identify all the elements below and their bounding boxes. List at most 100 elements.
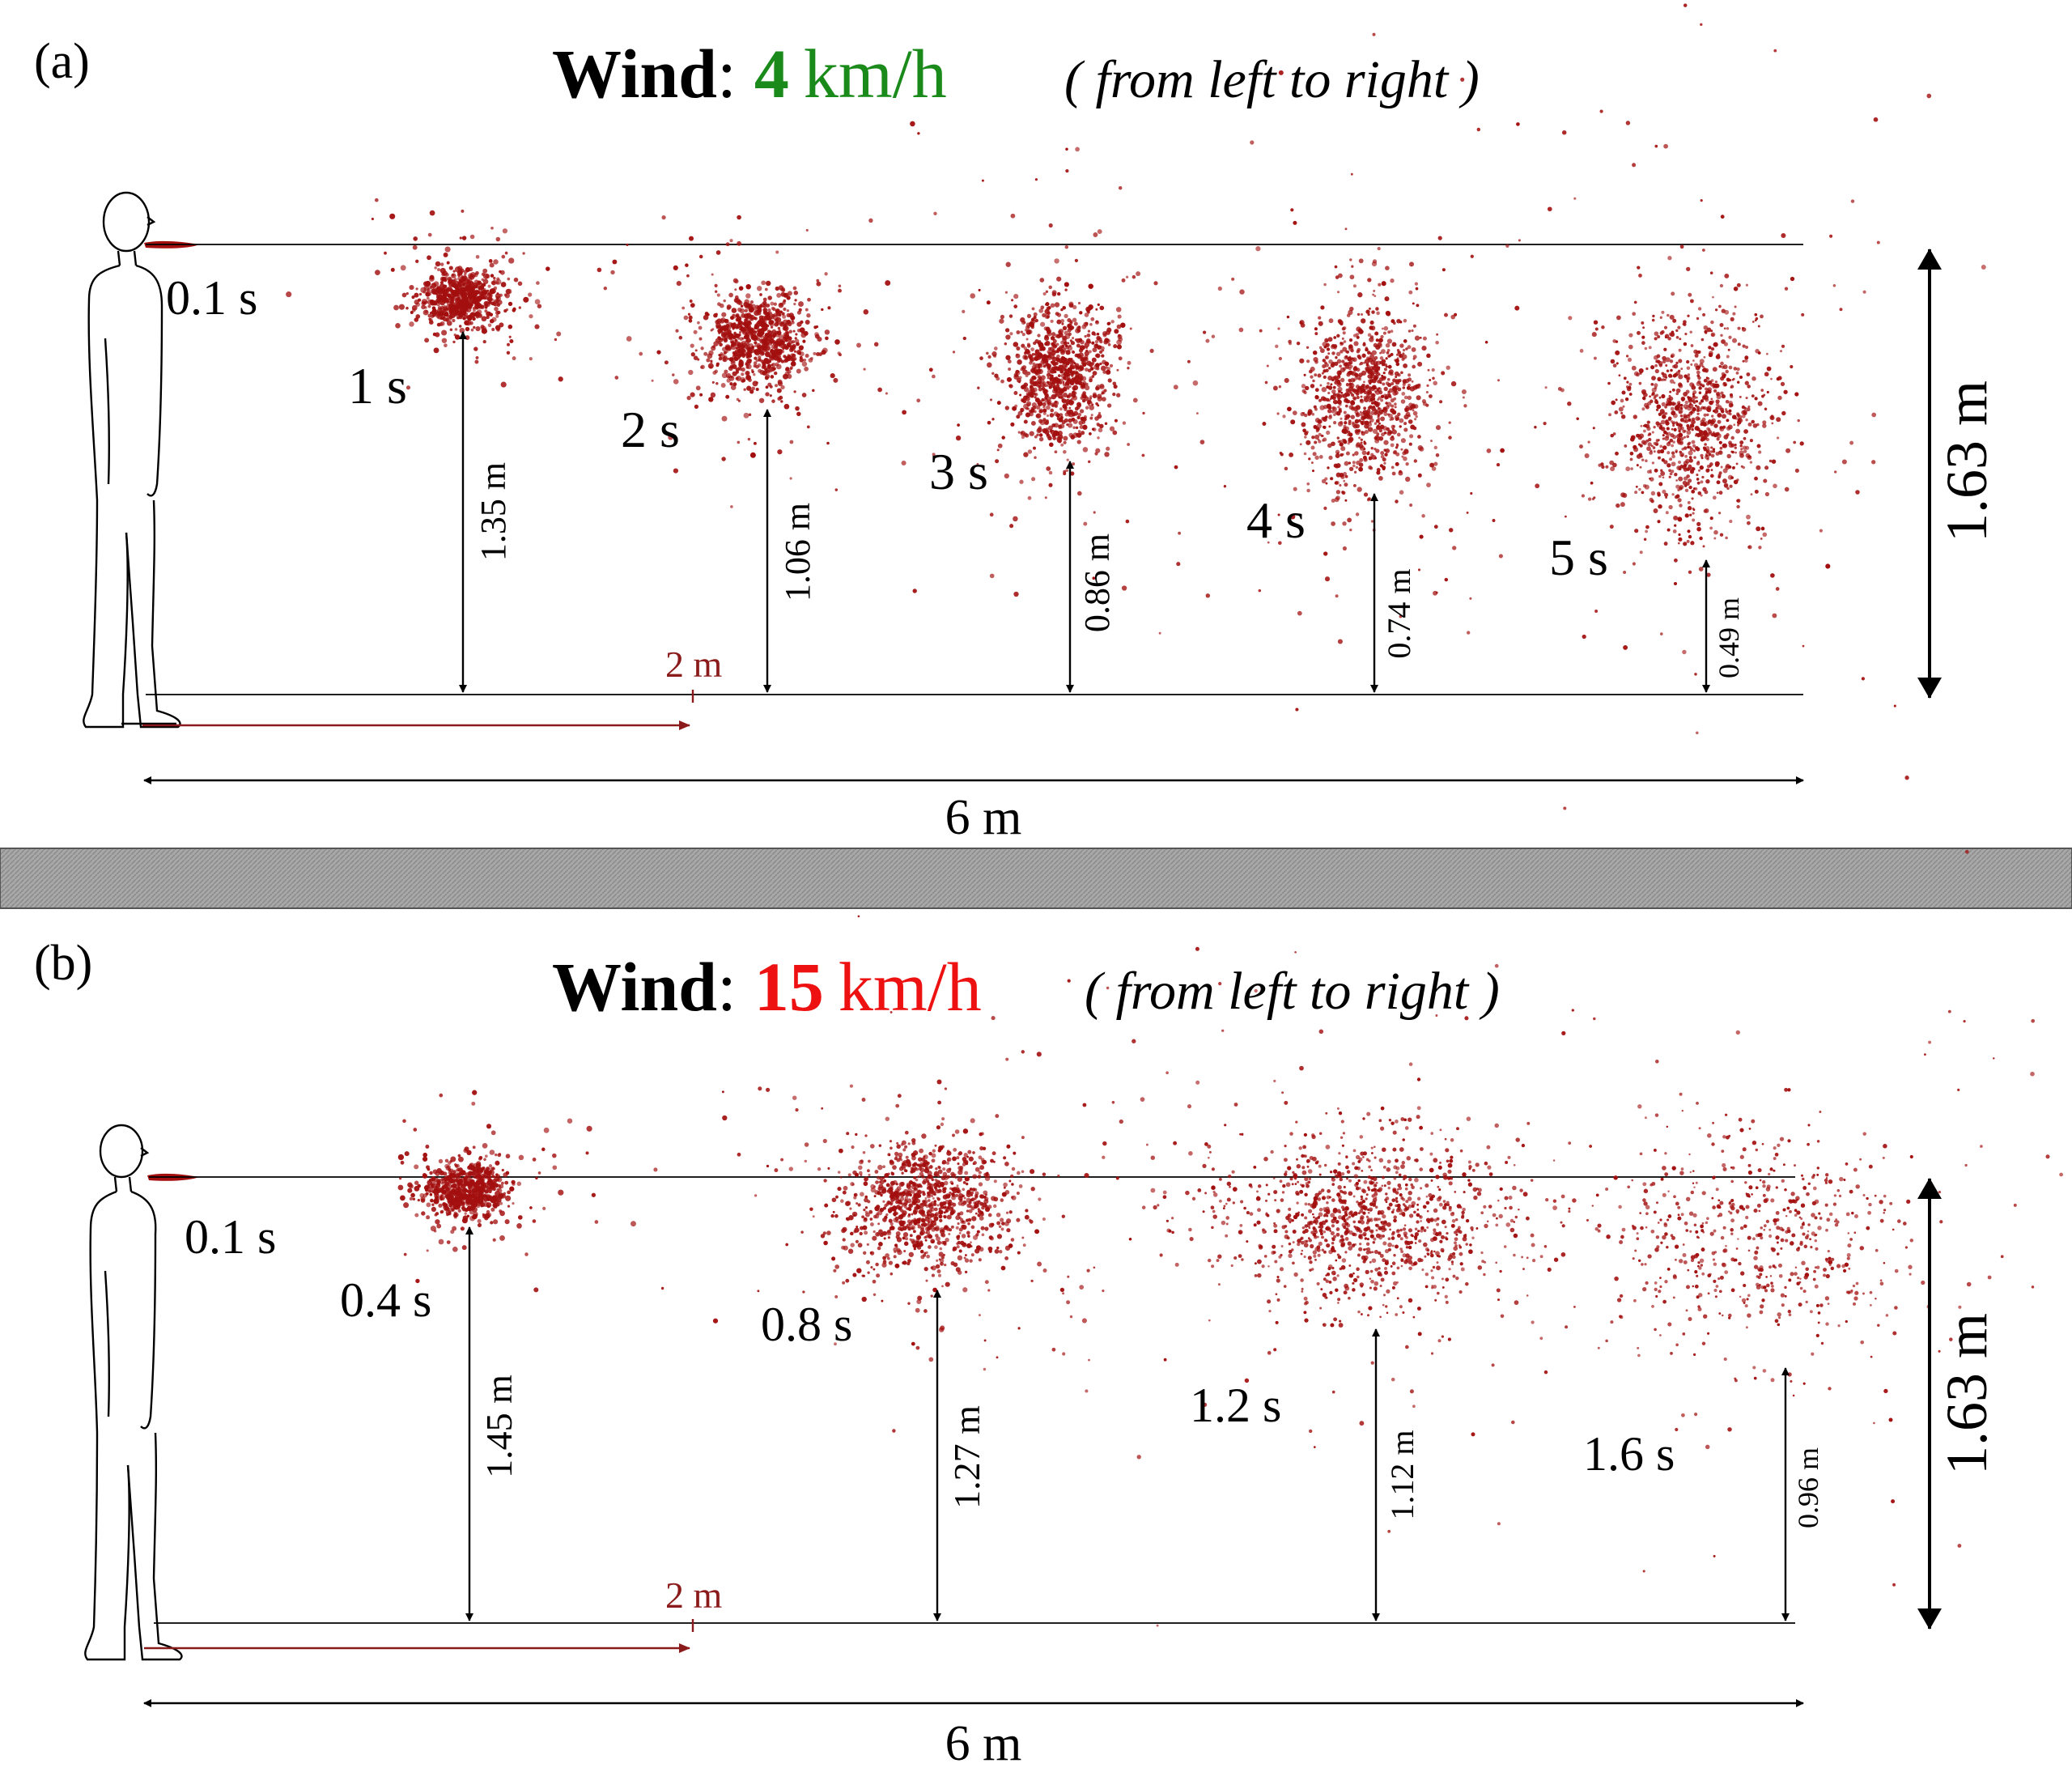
droplet bbox=[626, 336, 632, 342]
droplet bbox=[863, 368, 866, 371]
droplet bbox=[1340, 377, 1345, 383]
droplet bbox=[1344, 499, 1348, 502]
droplet bbox=[1615, 398, 1618, 402]
droplet bbox=[1088, 283, 1093, 289]
droplet bbox=[426, 281, 430, 285]
droplet bbox=[499, 270, 502, 274]
droplet bbox=[1106, 367, 1110, 371]
droplet bbox=[1710, 379, 1714, 382]
droplet bbox=[1557, 386, 1562, 391]
droplet bbox=[1678, 359, 1683, 363]
droplet bbox=[1664, 336, 1667, 339]
droplet bbox=[751, 370, 754, 374]
droplet bbox=[1584, 453, 1590, 459]
droplet bbox=[1692, 507, 1695, 510]
droplet bbox=[1665, 496, 1668, 499]
height-label: 0.86 m bbox=[1077, 533, 1117, 632]
droplet bbox=[1654, 331, 1659, 336]
droplet bbox=[1672, 424, 1675, 427]
droplet bbox=[688, 369, 694, 376]
droplet bbox=[1387, 330, 1391, 334]
droplet bbox=[1081, 416, 1087, 422]
droplet bbox=[1873, 117, 1879, 122]
droplet bbox=[1114, 419, 1118, 423]
droplet bbox=[1084, 385, 1090, 391]
droplet bbox=[1350, 172, 1353, 176]
droplet bbox=[761, 351, 765, 355]
droplet bbox=[751, 345, 755, 349]
droplet bbox=[1121, 278, 1126, 283]
droplet bbox=[1861, 677, 1866, 681]
droplet bbox=[993, 346, 998, 351]
droplet bbox=[1734, 451, 1737, 454]
droplet bbox=[1671, 388, 1675, 392]
droplet bbox=[1073, 321, 1078, 326]
droplet bbox=[506, 351, 511, 355]
droplet bbox=[1038, 385, 1042, 389]
droplet bbox=[1312, 379, 1315, 383]
droplet bbox=[753, 441, 757, 445]
droplet bbox=[1722, 468, 1728, 474]
droplet bbox=[745, 374, 752, 380]
droplet bbox=[493, 259, 499, 265]
droplet bbox=[1324, 361, 1327, 365]
droplet bbox=[1355, 444, 1360, 448]
droplet bbox=[1641, 341, 1645, 345]
droplet bbox=[1015, 353, 1019, 356]
droplet bbox=[755, 387, 759, 392]
droplet bbox=[1622, 405, 1625, 408]
droplet bbox=[1331, 521, 1335, 526]
droplet bbox=[1039, 321, 1046, 327]
droplet bbox=[456, 270, 463, 276]
droplet bbox=[1021, 321, 1026, 325]
droplet bbox=[737, 440, 741, 444]
droplet bbox=[1717, 353, 1720, 357]
droplet bbox=[1425, 403, 1429, 407]
droplet bbox=[1038, 308, 1044, 313]
droplet bbox=[1107, 378, 1112, 383]
droplet bbox=[690, 303, 695, 308]
droplet bbox=[1650, 444, 1654, 448]
droplet bbox=[1057, 291, 1061, 296]
droplet bbox=[486, 1166, 490, 1171]
droplet bbox=[1411, 329, 1414, 333]
droplet bbox=[1054, 450, 1058, 454]
droplet bbox=[1362, 342, 1366, 346]
droplet bbox=[412, 244, 418, 250]
droplet bbox=[1671, 454, 1675, 459]
droplet bbox=[768, 320, 774, 325]
droplet bbox=[723, 299, 726, 303]
droplet bbox=[798, 301, 804, 308]
droplet bbox=[1701, 396, 1706, 400]
droplet bbox=[928, 368, 933, 372]
droplet bbox=[1695, 432, 1698, 436]
droplet bbox=[1691, 417, 1696, 422]
droplet bbox=[1431, 368, 1435, 372]
droplet bbox=[775, 250, 779, 254]
droplet bbox=[813, 351, 817, 355]
droplet bbox=[626, 243, 629, 247]
droplet bbox=[1408, 329, 1412, 333]
droplet bbox=[1098, 337, 1102, 342]
droplet bbox=[1687, 500, 1691, 504]
droplet bbox=[1104, 422, 1108, 426]
droplet bbox=[518, 1154, 524, 1161]
droplet bbox=[1663, 347, 1667, 351]
droplet bbox=[1053, 430, 1059, 436]
droplet bbox=[723, 358, 727, 362]
droplet bbox=[1310, 445, 1315, 450]
droplet bbox=[509, 1186, 515, 1192]
droplet bbox=[1734, 305, 1737, 308]
droplet bbox=[781, 287, 785, 291]
droplet bbox=[1678, 537, 1683, 542]
droplet bbox=[1047, 401, 1051, 405]
droplet bbox=[483, 1158, 486, 1162]
droplet bbox=[1368, 307, 1371, 310]
droplet bbox=[1095, 320, 1098, 324]
droplet bbox=[1277, 327, 1280, 330]
droplet bbox=[1084, 312, 1089, 317]
droplet bbox=[1686, 366, 1691, 370]
droplet bbox=[504, 1219, 510, 1225]
droplet bbox=[429, 210, 435, 216]
droplet bbox=[1211, 334, 1216, 338]
